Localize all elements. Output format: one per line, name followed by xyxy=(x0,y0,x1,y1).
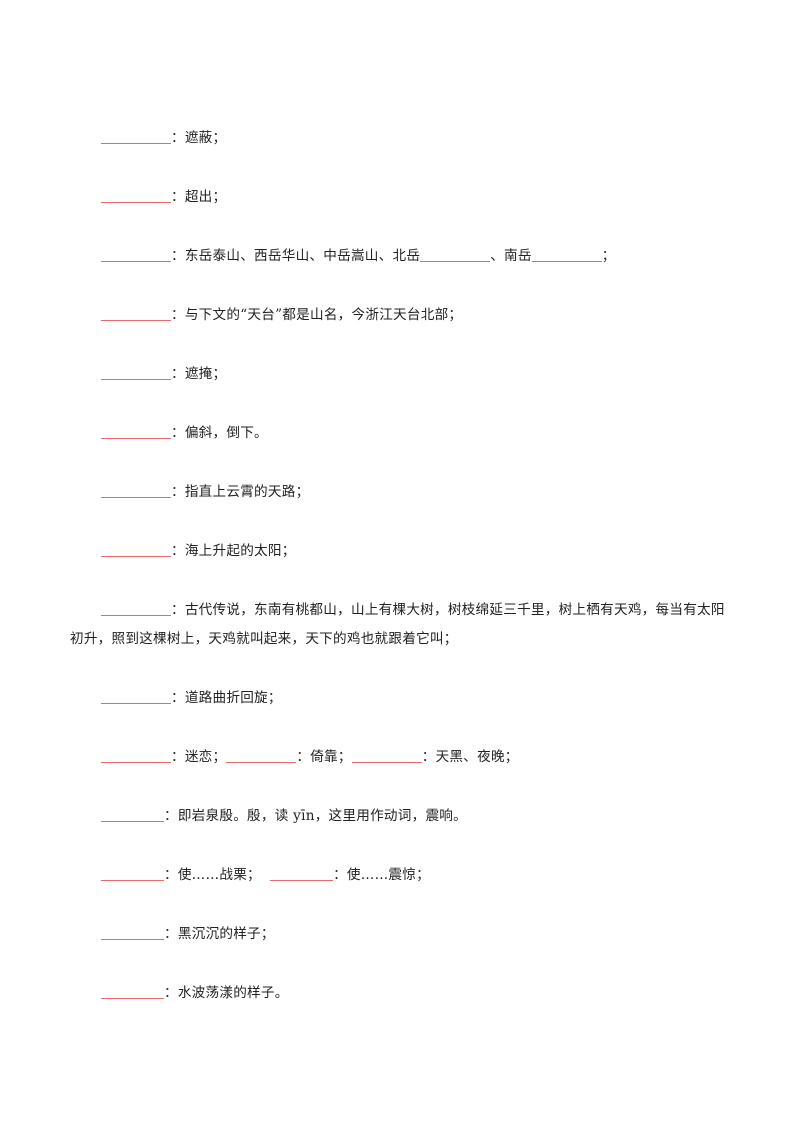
answer-blank[interactable] xyxy=(226,748,297,763)
answer-blank[interactable] xyxy=(101,807,164,822)
answer-blank[interactable] xyxy=(101,188,171,203)
item-text: ：偏斜，倒下。 xyxy=(171,425,268,441)
item-text: ； xyxy=(601,248,616,264)
item-text: ：使……战栗； xyxy=(164,867,271,883)
answer-blank[interactable] xyxy=(420,247,491,262)
fill-in-item: ：偏斜，倒下。 xyxy=(70,419,734,448)
item-text: ：使……震惊； xyxy=(333,867,430,883)
fill-in-item: ：水波荡漾的样子。 xyxy=(70,979,734,1008)
fill-in-item: ：黑沉沉的样子； xyxy=(70,920,734,949)
answer-blank[interactable] xyxy=(101,601,171,616)
item-text: ：水波荡漾的样子。 xyxy=(164,985,289,1001)
answer-blank[interactable] xyxy=(351,748,422,763)
item-text: ：指直上云霄的天路； xyxy=(171,484,310,500)
fill-in-item: ：指直上云霄的天路； xyxy=(70,478,734,507)
item-text: ：道路曲折回旋； xyxy=(171,690,282,706)
item-text: ：与下文的“天台”都是山名，今浙江天台北部； xyxy=(171,307,463,323)
answer-blank[interactable] xyxy=(101,689,171,704)
item-text: ：迷恋； xyxy=(171,749,227,765)
answer-blank[interactable] xyxy=(531,247,602,262)
fill-in-item: ：与下文的“天台”都是山名，今浙江天台北部； xyxy=(70,301,734,330)
answer-blank[interactable] xyxy=(101,129,171,144)
item-text: ：东岳泰山、西岳华山、中岳嵩山、北岳 xyxy=(171,248,421,264)
fill-in-item: ：道路曲折回旋； xyxy=(70,684,734,713)
fill-in-item: ：海上升起的太阳； xyxy=(70,537,734,566)
fill-in-item: ：迷恋； ：倚靠； ：天黑、夜晚； xyxy=(70,743,734,772)
document-body: ：遮蔽； ：超出； ：东岳泰山、西岳华山、中岳嵩山、北岳 、南岳 ； ：与下文的“天台”都… xyxy=(70,124,734,1038)
item-text: 、南岳 xyxy=(490,248,532,264)
item-text: ：遮蔽； xyxy=(171,130,227,146)
fill-in-item: ：使……战栗； ：使……震惊； xyxy=(70,861,734,890)
answer-blank[interactable] xyxy=(270,866,334,881)
answer-blank[interactable] xyxy=(101,365,171,380)
answer-blank[interactable] xyxy=(101,306,171,321)
item-text: ：超出； xyxy=(171,189,227,205)
answer-blank[interactable] xyxy=(101,866,164,881)
answer-blank[interactable] xyxy=(101,748,171,763)
answer-blank[interactable] xyxy=(101,424,171,439)
fill-in-item: ：超出； xyxy=(70,183,734,212)
item-text: ：海上升起的太阳； xyxy=(171,543,296,559)
item-text: ：黑沉沉的样子； xyxy=(164,926,275,942)
fill-in-item: ：古代传说，东南有桃都山，山上有棵大树，树枝绵延三千里，树上栖有天鸡，每当有太阳… xyxy=(70,596,734,654)
item-text: ：遮掩； xyxy=(171,366,227,382)
fill-in-item: ：即岩泉殷。殷，读 yīn，这里用作动词，震响。 xyxy=(70,802,734,831)
fill-in-item: ：遮掩； xyxy=(70,360,734,389)
answer-blank[interactable] xyxy=(101,984,164,999)
answer-blank[interactable] xyxy=(101,542,171,557)
item-text: ：天黑、夜晚； xyxy=(421,749,519,765)
answer-blank[interactable] xyxy=(101,483,171,498)
answer-blank[interactable] xyxy=(101,247,171,262)
item-text: ：倚靠； xyxy=(296,749,352,765)
item-text: ：即岩泉殷。殷，读 yīn，这里用作动词，震响。 xyxy=(164,808,467,824)
fill-in-item: ：东岳泰山、西岳华山、中岳嵩山、北岳 、南岳 ； xyxy=(70,242,734,271)
item-text: ：古代传说，东南有桃都山，山上有棵大树，树枝绵延三千里，树上栖有天鸡，每当有太阳… xyxy=(70,602,725,647)
fill-in-item: ：遮蔽； xyxy=(70,124,734,153)
answer-blank[interactable] xyxy=(101,925,164,940)
